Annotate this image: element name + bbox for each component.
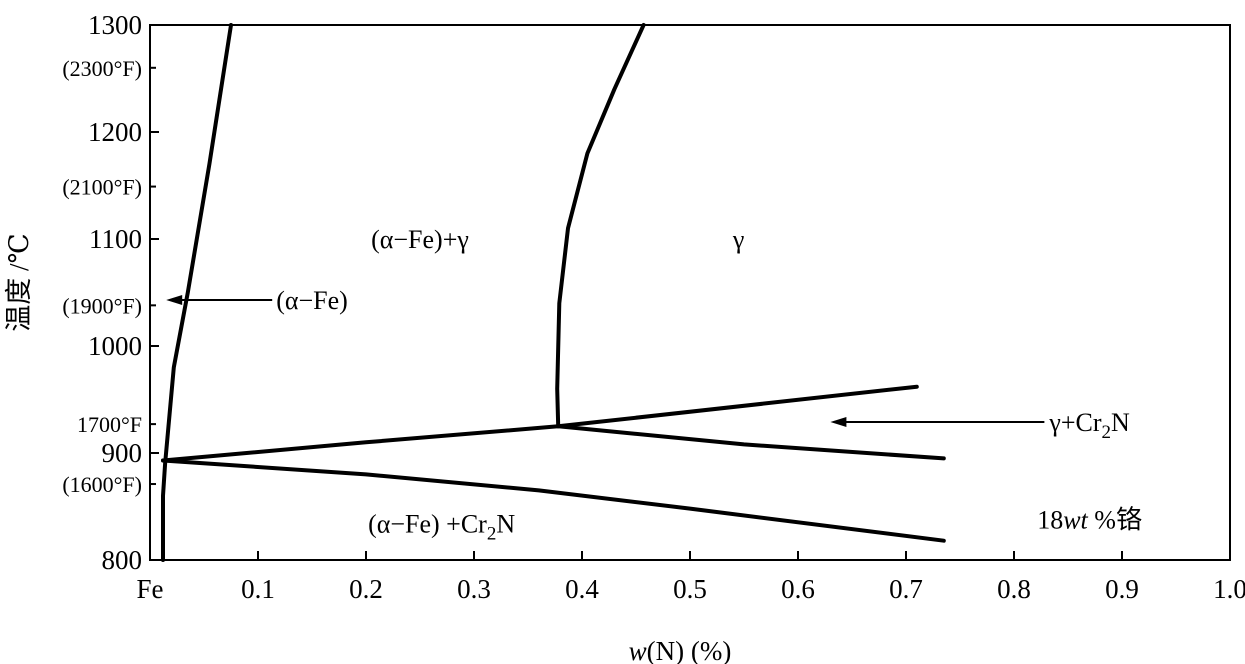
phase-boundary-line [556,424,946,461]
phase-boundary-line [161,384,919,463]
phase-boundaries [161,23,946,562]
region-label: (α−Fe) +Cr2N [368,510,515,545]
y-tick-label: 900 [102,438,143,468]
phase-boundary-line [161,23,233,562]
x-tick-label: 0.1 [241,574,275,604]
region-label: γ+Cr2N [1048,408,1130,443]
phase-boundary-line [161,458,946,543]
x-tick-label: 0.3 [457,574,491,604]
x-tick-label: 0.9 [1105,574,1139,604]
x-tick-label: 0.7 [889,574,923,604]
region-labels: (α−Fe)+γ γ (α−Fe) γ+Cr2N (α−Fe) +Cr2N 18wt %铬 [166,225,1142,545]
y-axis: 800 900 1000 1100 1200 1300 [88,10,159,575]
x-tick-label: 0.2 [349,574,383,604]
fahrenheit-tick-label: 1700°F [77,412,142,437]
y-axis-title: 温度 /℃ [4,233,34,331]
x-axis: Fe 0.1 0.2 0.3 0.4 0.5 0.6 0.7 0.8 0.9 1.0 [137,551,1245,604]
x-axis-title: w(N) (%) [629,636,732,664]
phase-boundary-line [555,23,646,429]
x-tick-label: 0.5 [673,574,707,604]
region-label: 18wt %铬 [1037,505,1142,534]
y-tick-label: 1100 [89,224,142,254]
region-label: (α−Fe)+γ [371,225,469,254]
fahrenheit-tick-label: (2300°F) [62,56,142,81]
region-label: γ [732,225,745,254]
fahrenheit-tick-label: (1600°F) [62,472,142,497]
arrowhead-icon [830,416,847,427]
arrowhead-icon [166,294,183,305]
x-tick-label: 0.6 [781,574,815,604]
fahrenheit-tick-label: (1900°F) [62,293,142,318]
fahrenheit-labels: (2300°F) (2100°F) (1900°F) 1700°F (1600°F) [62,56,156,497]
y-tick-label: 800 [102,545,143,575]
x-tick-label: 1.0 [1213,574,1245,604]
region-label: (α−Fe) [276,286,348,315]
x-tick-label: Fe [137,574,164,604]
y-tick-label: 1300 [88,10,142,40]
y-tick-label: 1200 [88,117,142,147]
fahrenheit-tick-label: (2100°F) [62,175,142,200]
y-tick-label: 1000 [88,331,142,361]
x-tick-label: 0.8 [997,574,1031,604]
x-tick-label: 0.4 [565,574,599,604]
